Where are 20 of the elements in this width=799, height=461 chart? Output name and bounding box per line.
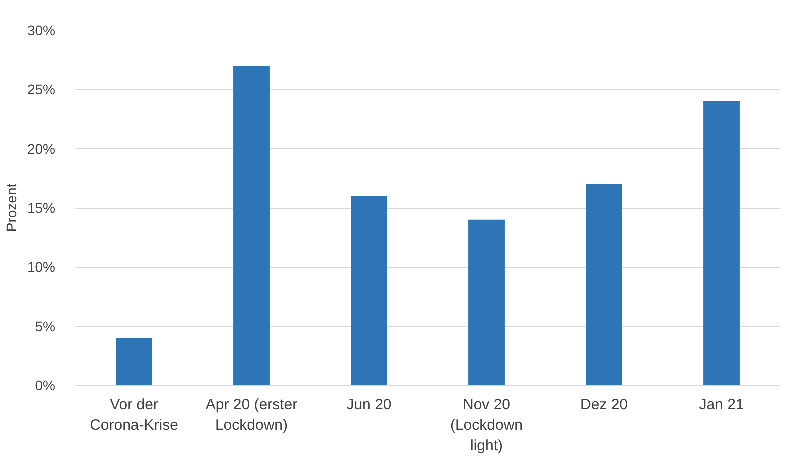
bar [116,338,152,386]
y-tick-label: 5% [35,318,56,334]
y-tick-label: 20% [27,140,56,157]
y-tick-label: 30% [27,22,56,38]
x-tick-label: Dez 20 [580,396,628,414]
bar [586,184,622,386]
x-tick-label: Jun 20 [346,396,392,414]
y-tick-label: 15% [27,200,56,216]
x-tick-label: Jan 21 [699,396,744,414]
y-tick-label: 25% [27,82,56,98]
bar [234,66,270,386]
bar [468,220,505,386]
x-tick-label: Vor der Corona-Krise [90,396,178,434]
bar [351,196,388,386]
bar [704,102,740,386]
x-tick-label: Apr 20 (erster Lockdown) [206,396,298,434]
x-tick-label: Nov 20 (Lockdown light) [450,396,524,454]
y-tick-label: 10% [27,259,56,276]
y-axis-title: Prozent [3,184,20,232]
y-tick-label: 0% [35,378,56,394]
